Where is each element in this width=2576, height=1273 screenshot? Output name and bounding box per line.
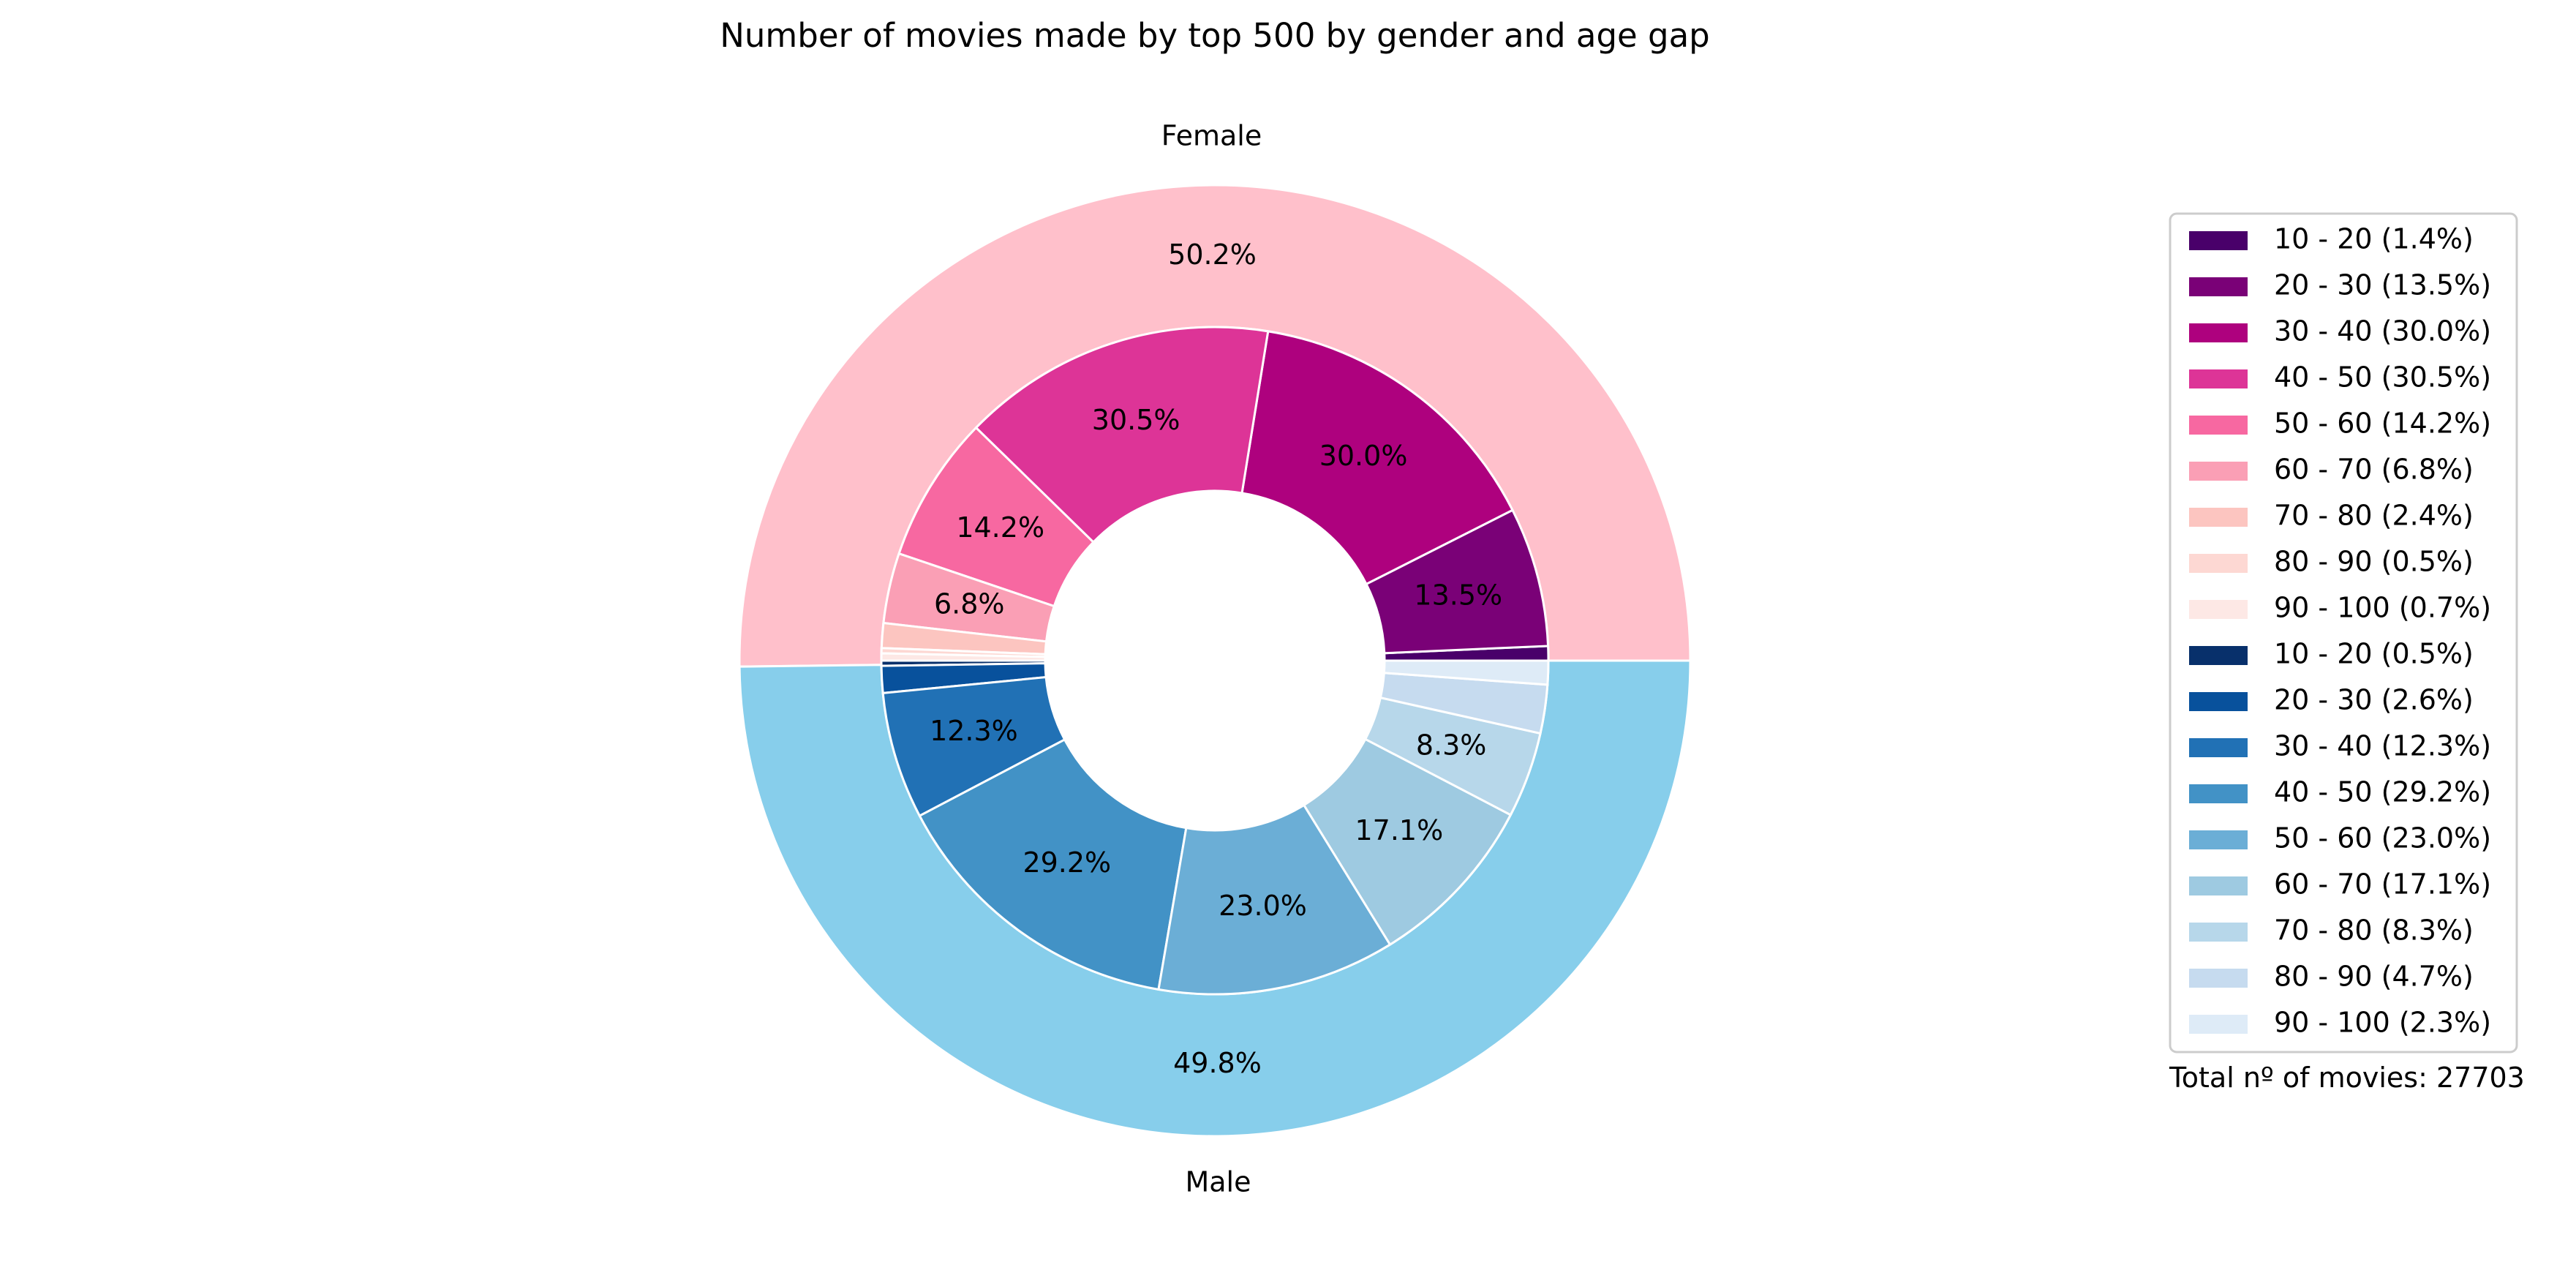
legend-swatch [2189, 876, 2248, 895]
legend-swatch [2189, 1015, 2248, 1034]
legend-frame [2169, 212, 2518, 1054]
legend-swatch [2189, 692, 2248, 711]
outer-label-female: Female [1161, 120, 1262, 152]
legend-label: 90 - 100 (0.7%) [2274, 592, 2491, 624]
legend-swatch [2189, 554, 2248, 573]
inner-pct-male-60-70: 17.1% [1355, 814, 1444, 846]
ring-labels: Female 50.2% Male 49.8% 13.5% 30.0% 30.5% 14.2%… [930, 120, 1502, 1198]
inner-pct-female-20-30: 13.5% [1414, 579, 1502, 611]
legend-swatch [2189, 416, 2248, 435]
legend-swatch [2189, 231, 2248, 250]
inner-pct-female-60-70: 6.8% [934, 587, 1005, 620]
legend-label: 30 - 40 (30.0%) [2274, 315, 2491, 348]
chart-title: Number of movies made by top 500 by gend… [720, 16, 1710, 55]
legend-label: 90 - 100 (2.3%) [2274, 1007, 2491, 1039]
legend-swatch [2189, 508, 2248, 527]
inner-ring [880, 326, 1550, 996]
inner-wedge-male-40-50 [918, 737, 1188, 991]
inner-wedge-female-30-40 [1240, 330, 1514, 586]
legend-label: 30 - 40 (12.3%) [2274, 730, 2491, 762]
inner-pct-female-40-50: 30.5% [1092, 404, 1180, 436]
outer-pct-female: 50.2% [1168, 239, 1257, 271]
legend-label: 50 - 60 (14.2%) [2274, 408, 2491, 440]
inner-pct-female-30-40: 30.0% [1319, 440, 1408, 472]
inner-pct-male-30-40: 12.3% [930, 715, 1018, 747]
legend-swatch [2189, 969, 2248, 988]
inner-pct-male-50-60: 23.0% [1219, 890, 1307, 922]
legend-label: 80 - 90 (0.5%) [2274, 546, 2474, 578]
legend: 10 - 20 (1.4%) 20 - 30 (13.5%) 30 - 40 (30… [2169, 212, 2518, 1054]
inner-wedge-male-90-100 [1382, 659, 1550, 686]
total-movies-note: Total nº of movies: 27703 [2169, 1062, 2525, 1094]
legend-label: 10 - 20 (0.5%) [2274, 638, 2474, 670]
legend-swatch [2189, 738, 2248, 757]
legend-swatch [2189, 600, 2248, 619]
legend-swatch [2189, 462, 2248, 481]
legend-label: 80 - 90 (4.7%) [2274, 961, 2474, 993]
outer-label-male: Male [1185, 1165, 1251, 1198]
outer-pct-male: 49.8% [1173, 1047, 1262, 1079]
legend-label: 20 - 30 (2.6%) [2274, 684, 2474, 716]
legend-label: 40 - 50 (29.2%) [2274, 776, 2491, 808]
legend-swatch [2189, 830, 2248, 849]
legend-label: 60 - 70 (6.8%) [2274, 454, 2474, 486]
legend-label: 10 - 20 (1.4%) [2274, 223, 2474, 255]
legend-label: 70 - 80 (2.4%) [2274, 500, 2474, 532]
legend-swatch [2189, 923, 2248, 942]
legend-swatch [2189, 323, 2248, 342]
legend-label: 70 - 80 (8.3%) [2274, 915, 2474, 947]
inner-pct-male-70-80: 8.3% [1416, 729, 1487, 762]
inner-pct-male-40-50: 29.2% [1023, 846, 1111, 879]
legend-swatch [2189, 369, 2248, 388]
legend-label: 60 - 70 (17.1%) [2274, 868, 2491, 901]
legend-label: 40 - 50 (30.5%) [2274, 361, 2491, 394]
inner-wedge-female-40-50 [974, 326, 1270, 544]
inner-pct-female-50-60: 14.2% [956, 511, 1044, 544]
legend-swatch [2189, 784, 2248, 803]
legend-label: 50 - 60 (23.0%) [2274, 822, 2491, 855]
legend-swatch [2189, 277, 2248, 296]
legend-swatch [2189, 646, 2248, 665]
legend-label: 20 - 30 (13.5%) [2274, 269, 2491, 301]
